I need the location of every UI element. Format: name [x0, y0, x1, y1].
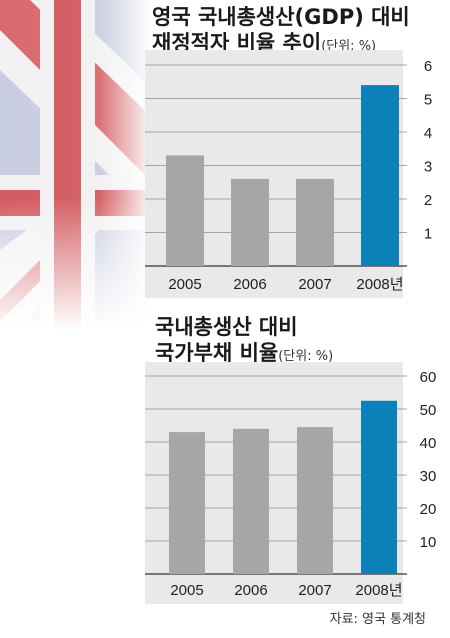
chart1-y-tick-label: 5: [424, 92, 432, 109]
chart1-x-tick-label: 2008년: [356, 276, 403, 293]
chart2-bar-4: [361, 400, 397, 574]
chart2-debt-ratio: 10 20 30 40 50 60 2005 2006 2007 2008년: [145, 362, 437, 604]
chart1-bar-2: [231, 178, 269, 266]
chart2-y-tick-label: 60: [420, 369, 437, 386]
chart1-y-tick-label: 4: [424, 125, 432, 142]
chart1-y-tick-label: 3: [424, 159, 432, 176]
chart1-bar-4: [361, 85, 399, 266]
chart2-y-tick-label: 40: [420, 435, 437, 452]
chart2-y-tick-label: 10: [420, 534, 437, 551]
chart2-title-line2: 국가부채 비율: [155, 341, 279, 365]
chart2-y-tick-label: 30: [420, 468, 437, 485]
chart2-bar-2: [233, 428, 269, 574]
source-note: 자료: 영국 통계청: [329, 612, 426, 627]
chart2-y-tick-label: 50: [420, 402, 437, 419]
chart2-x-tick-label: 2006: [234, 582, 267, 599]
chart1-y-tick-label: 6: [424, 58, 432, 75]
chart2-x-tick-label: 2007: [298, 582, 331, 599]
chart1-y-tick-label: 1: [424, 226, 432, 243]
chart2-title-line1: 국내총생산 대비: [155, 315, 298, 339]
chart1-x-tick-label: 2005: [168, 276, 201, 293]
chart2-y-tick-label: 20: [420, 501, 437, 518]
chart1-bar-1: [166, 155, 204, 266]
chart2-title: 국내총생산 대비 국가부채 비율(단위: %): [155, 314, 333, 370]
chart2-x-tick-label: 2008년: [355, 582, 402, 599]
chart2-unit: (단위: %): [278, 349, 334, 364]
chart2-x-tick-label: 2005: [170, 582, 203, 599]
chart1-deficit-ratio: 1 2 3 4 5 6 2005 2006 2007 2008년: [145, 50, 432, 298]
chart1-y-tick-label: 2: [424, 192, 432, 209]
chart2-bar-3: [297, 427, 333, 574]
chart2-bar-1: [169, 432, 205, 574]
chart1-x-tick-label: 2006: [233, 276, 266, 293]
chart1-x-tick-label: 2007: [298, 276, 331, 293]
chart1-title-line1: 영국 국내총생산(GDP) 대비: [152, 5, 410, 29]
chart1-bar-3: [296, 178, 334, 266]
